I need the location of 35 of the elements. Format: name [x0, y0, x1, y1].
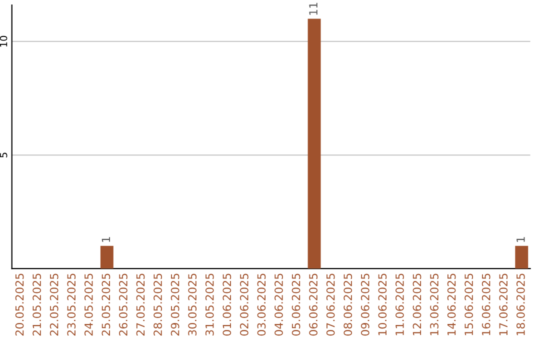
x-tick-label: 16.06.2025: [482, 274, 490, 336]
x-tick-label: 06.06.2025: [309, 274, 318, 336]
y-tick-label: 10: [0, 36, 8, 47]
x-tick-label: 07.06.2025: [326, 274, 335, 336]
x-tick-label: 22.05.2025: [50, 274, 58, 336]
x-tick-label: 25.05.2025: [102, 274, 110, 336]
data-label: 1: [102, 237, 110, 242]
x-tick-label: 01.06.2025: [222, 274, 232, 336]
x-tick-label: 02.06.2025: [240, 274, 248, 336]
x-tick-label: 17.06.2025: [499, 274, 508, 336]
x-tick-label: 08.06.2025: [344, 274, 352, 336]
x-tick-label: 13.06.2025: [430, 274, 438, 336]
data-label: 1: [516, 237, 525, 242]
x-tick-label: 12.06.2025: [412, 274, 422, 336]
x-tick-label: 27.05.2025: [136, 274, 145, 336]
x-tick-label: 05.06.2025: [292, 274, 300, 336]
x-tick-label: 30.05.2025: [188, 274, 197, 336]
x-tick-label: 03.06.2025: [257, 274, 266, 336]
x-tick-label: 28.05.2025: [154, 274, 162, 336]
x-tick-label: 04.06.2025: [274, 274, 283, 336]
x-tick-label: 11.06.2025: [396, 274, 404, 336]
y-tick-label: 5: [0, 152, 8, 158]
x-tick-label: 20.05.2025: [15, 274, 24, 336]
x-tick-label: 31.05.2025: [205, 274, 214, 336]
x-tick-label: 26.05.2025: [119, 274, 128, 336]
x-tick-label: 24.05.2025: [84, 274, 93, 336]
x-tick-label: 09.06.2025: [360, 274, 370, 336]
x-tick-label: 14.06.2025: [447, 274, 456, 336]
x-tick-label: 10.06.2025: [378, 274, 387, 336]
x-tick-label: 21.05.2025: [32, 274, 42, 336]
x-tick-label: 15.06.2025: [464, 274, 474, 336]
x-tick-label: 18.06.2025: [516, 274, 525, 336]
x-tick-label: 29.05.2025: [170, 274, 180, 336]
data-label: 11: [309, 2, 318, 15]
x-tick-label: 23.05.2025: [67, 274, 76, 336]
